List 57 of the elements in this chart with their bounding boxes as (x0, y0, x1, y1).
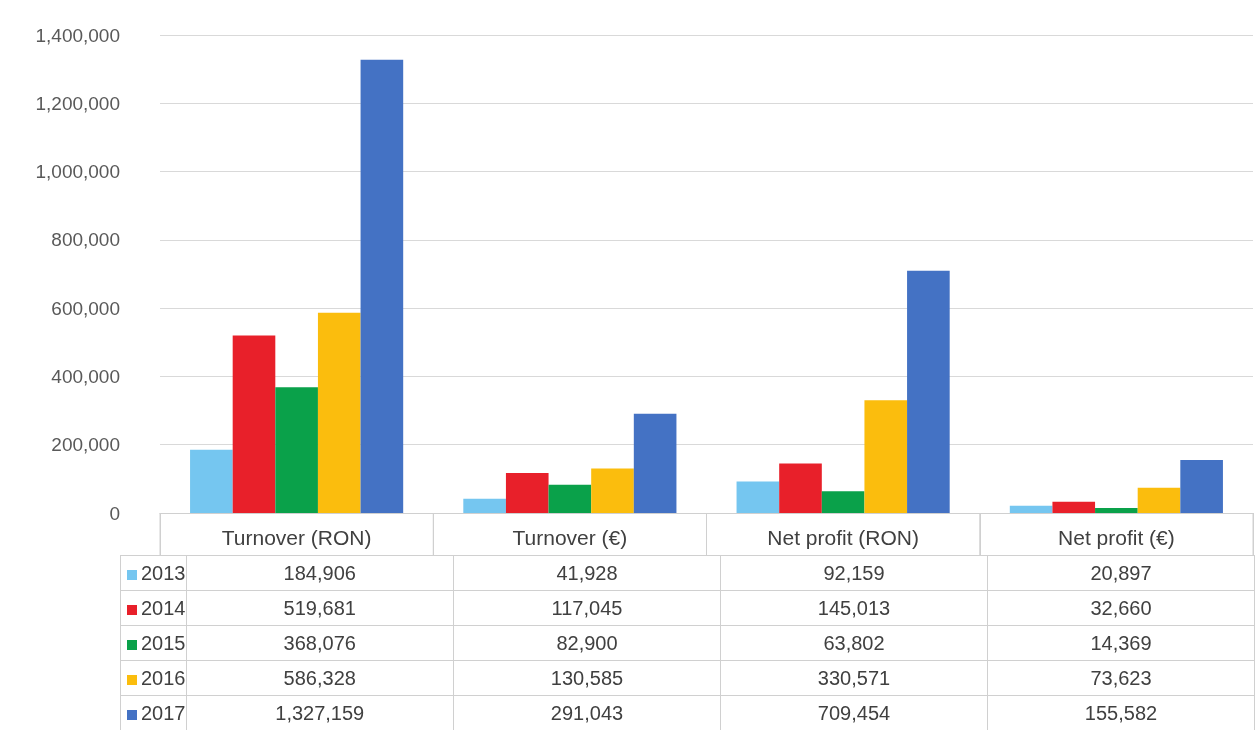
bar (907, 270, 950, 513)
data-label: 330,571 (720, 660, 988, 696)
bar (505, 473, 549, 513)
bar (360, 59, 404, 513)
y-tick-label: 600,000 (51, 297, 120, 319)
bar (317, 312, 361, 513)
bar (1009, 505, 1053, 513)
legend-label: 2014 (141, 596, 186, 619)
data-label: 73,623 (987, 660, 1255, 696)
data-label: 130,585 (453, 660, 721, 696)
y-tick-label: 400,000 (51, 365, 120, 387)
data-label: 291,043 (453, 695, 721, 730)
data-label: 92,159 (720, 555, 988, 591)
bar (232, 335, 276, 513)
data-label: 709,454 (720, 695, 988, 730)
data-label: 586,328 (186, 660, 454, 696)
bar (736, 481, 780, 513)
data-label: 63,802 (720, 625, 988, 661)
data-label: 14,369 (987, 625, 1255, 661)
y-tick-label: 800,000 (51, 229, 120, 251)
bar (1095, 508, 1138, 513)
legend-label: 2016 (141, 666, 186, 689)
legend-label: 2017 (141, 701, 186, 724)
data-label: 1,327,159 (186, 695, 454, 730)
data-label: 368,076 (186, 625, 454, 661)
bar (463, 498, 506, 513)
data-label: 519,681 (186, 590, 454, 626)
data-label: 155,582 (987, 695, 1255, 730)
data-label: 184,906 (186, 555, 454, 591)
legend-label: 2015 (141, 631, 186, 654)
bar (779, 463, 822, 513)
y-tick-label: 1,200,000 (35, 92, 120, 114)
y-tick-label: 200,000 (51, 434, 120, 456)
y-tick-label: 1,400,000 (35, 24, 120, 46)
bar (548, 484, 592, 513)
bar (633, 413, 677, 513)
bar (1180, 459, 1223, 513)
data-label: 32,660 (987, 590, 1255, 626)
y-tick-label: 1,000,000 (35, 161, 120, 183)
data-label: 145,013 (720, 590, 988, 626)
bar (591, 468, 634, 513)
data-label: 82,900 (453, 625, 721, 661)
x-tick-label: Net profit (RON) (767, 526, 919, 549)
data-label: 41,928 (453, 555, 721, 591)
bar (821, 491, 865, 513)
y-tick-label: 0 (109, 502, 120, 524)
bar (864, 400, 908, 513)
bar (275, 387, 318, 513)
data-label: 117,045 (453, 590, 721, 626)
x-tick-label: Net profit (€) (1058, 526, 1175, 549)
data-label: 20,897 (987, 555, 1255, 591)
bar (1137, 487, 1181, 513)
legend-label: 2013 (141, 561, 186, 584)
x-tick-label: Turnover (RON) (221, 526, 372, 549)
bar (1052, 501, 1096, 513)
x-tick-label: Turnover (€) (512, 526, 628, 549)
bar (190, 449, 233, 513)
